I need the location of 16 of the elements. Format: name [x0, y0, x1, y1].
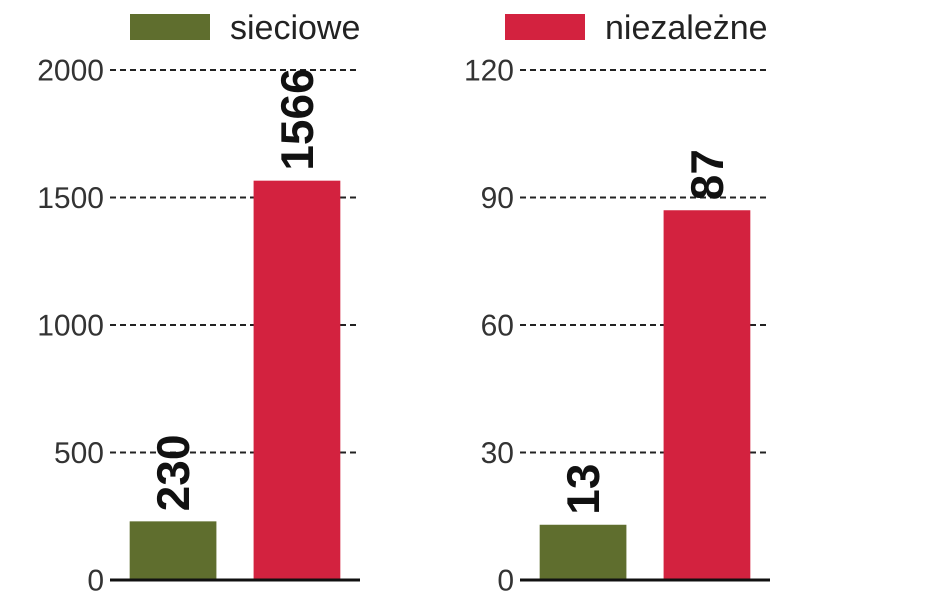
y-tick-label: 120 — [464, 54, 514, 88]
data-label: 1566 — [271, 68, 324, 171]
y-tick-label: 90 — [480, 182, 514, 215]
y-tick-label: 60 — [480, 310, 514, 342]
y-tick-label: 0 — [87, 564, 104, 593]
y-tick-label: 1500 — [37, 182, 104, 215]
data-label: 230 — [147, 434, 200, 512]
y-tick-label: 500 — [54, 437, 104, 470]
y-tick-label: 1000 — [37, 310, 104, 342]
y-tick-label: 2000 — [37, 54, 104, 88]
y-tick-label: 30 — [480, 437, 514, 470]
legend-label: sieciowe — [230, 8, 360, 47]
data-label: 87 — [681, 149, 734, 200]
y-tick-label: 0 — [497, 564, 514, 593]
data-label: 13 — [557, 464, 610, 515]
legend-label: niezależne — [605, 8, 768, 47]
